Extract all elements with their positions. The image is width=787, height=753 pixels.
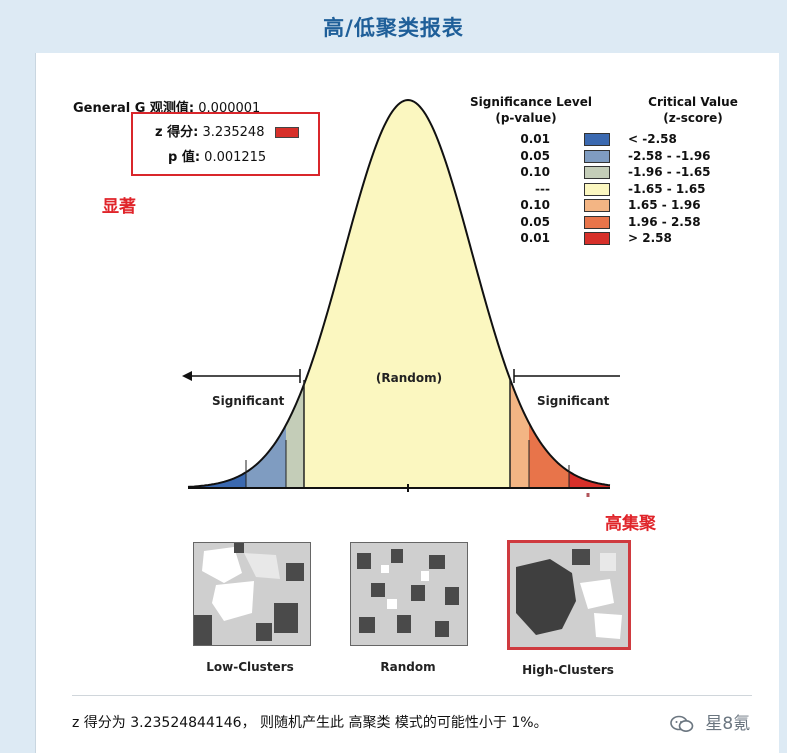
legend-value-header: Critical Value (z-score) [648, 95, 738, 125]
legend-row: 0.05 -2.58 - -1.96 [470, 149, 770, 163]
footer-divider [72, 695, 752, 696]
legend-row: 0.01 < -2.58 [470, 132, 770, 146]
legend-z-range: 1.96 - 2.58 [628, 214, 701, 229]
legend-p-value: 0.10 [520, 198, 550, 212]
legend-level-header: Significance Level (p-value) [470, 95, 592, 125]
significant-annotation: 显著 [102, 197, 136, 217]
legend-z-range: 1.65 - 1.96 [628, 198, 701, 212]
legend-z-range: < -2.58 [628, 132, 677, 146]
legend-row: 0.05 1.96 - 2.58 [470, 215, 770, 229]
legend-p-value: 0.01 [520, 231, 550, 245]
random-label: (Random) [376, 371, 442, 385]
legend-level-header-line2: (p-value) [495, 111, 557, 125]
left-arrowhead [182, 371, 192, 381]
band-lt-258 [188, 100, 246, 488]
p-value-row: p 值: 0.001215 [168, 146, 266, 165]
legend-p-value: 0.10 [520, 165, 550, 179]
legend-p-value: --- [535, 181, 550, 196]
legend-swatch [584, 166, 610, 179]
legend-z-range: > 2.58 [628, 231, 672, 245]
high-clusters-map-image [510, 543, 628, 647]
legend-row: 0.01 > 2.58 [470, 231, 770, 245]
z-score-row: z 得分: 3.235248 [155, 121, 299, 140]
normal-curve-chart: Significant Significant (Random) [182, 98, 620, 500]
random-map-image [351, 543, 467, 645]
report-header: 高/低聚类报表 [0, 0, 787, 52]
high-clusters-annotation: 高集聚 [605, 514, 656, 534]
band-random [304, 100, 510, 488]
wechat-icon [670, 715, 694, 732]
legend-value-header-line2: (z-score) [663, 111, 723, 125]
legend-swatch [584, 182, 610, 196]
p-value-value: 0.001215 [204, 150, 267, 165]
z-score-swatch [274, 127, 299, 138]
band-165-196 [510, 100, 529, 488]
legend-swatch [584, 199, 610, 212]
legend-swatch [584, 149, 610, 163]
watermark-text: 星8氪 [705, 714, 751, 734]
high-clusters-label: High-Clusters [522, 663, 614, 677]
bell-curve-outline [187, 98, 611, 488]
legend: Significance Level (p-value) Critical Va… [470, 95, 770, 255]
legend-row: --- -1.65 - 1.65 [470, 182, 770, 196]
band-258-196 [246, 100, 286, 488]
highlight-box [131, 112, 320, 176]
left-significant-label: Significant [212, 394, 285, 408]
low-clusters-map-image [194, 543, 310, 645]
random-map [350, 542, 468, 646]
z-score-label: z 得分: [155, 125, 199, 140]
legend-z-range: -1.96 - -1.65 [628, 165, 711, 179]
band-gt-258 [569, 100, 610, 488]
legend-value-header-line1: Critical Value [648, 95, 738, 109]
low-clusters-label: Low-Clusters [206, 660, 294, 674]
legend-swatch [584, 215, 610, 229]
legend-row: 0.10 -1.96 - -1.65 [470, 165, 770, 179]
legend-p-value: 0.01 [520, 132, 550, 146]
band-196-165 [286, 100, 304, 488]
right-significant-label: Significant [537, 394, 610, 408]
legend-level-header-line1: Significance Level [470, 95, 592, 109]
high-clusters-map [507, 540, 631, 650]
legend-z-range: -2.58 - -1.96 [628, 148, 711, 163]
legend-swatch [584, 232, 610, 245]
legend-p-value: 0.05 [520, 148, 550, 163]
legend-row: 0.10 1.65 - 1.96 [470, 198, 770, 212]
legend-p-value: 0.05 [520, 214, 550, 229]
result-summary: z 得分为 3.23524844146， 则随机产生此 高聚类 模式的可能性小于… [72, 715, 548, 731]
z-score-value: 3.235248 [202, 125, 265, 140]
low-clusters-map [193, 542, 311, 646]
curve-fill-bands [188, 100, 610, 488]
legend-z-range: -1.65 - 1.65 [628, 181, 706, 196]
p-value-label: p 值: [168, 150, 201, 165]
legend-swatch [584, 133, 610, 146]
band-196-258 [529, 100, 569, 488]
page-title: 高/低聚类报表 [323, 16, 464, 40]
random-map-label: Random [380, 660, 436, 674]
watermark: 星8氪 [670, 709, 750, 734]
